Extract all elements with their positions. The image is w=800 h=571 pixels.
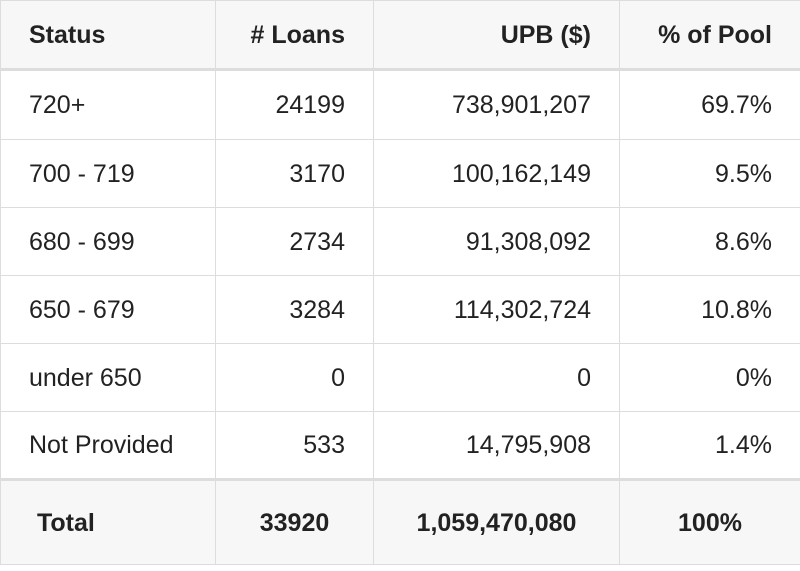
total-loans: 33920 (215, 478, 374, 565)
total-label: Total (0, 478, 216, 565)
cell-status: under 650 (0, 343, 216, 412)
cell-upb: 100,162,149 (373, 139, 620, 208)
cell-pct-pool: 0% (619, 343, 800, 412)
total-row: Total 33920 1,059,470,080 100% (0, 478, 800, 565)
header-row: Status # Loans UPB ($) % of Pool (0, 0, 800, 71)
cell-upb: 0 (373, 343, 620, 412)
cell-status: 680 - 699 (0, 207, 216, 276)
table-row: 720+ 24199 738,901,207 69.7% (0, 69, 800, 140)
table-row: 650 - 679 3284 114,302,724 10.8% (0, 275, 800, 344)
total-upb: 1,059,470,080 (373, 478, 620, 565)
header-loans: # Loans (215, 0, 374, 71)
cell-upb: 114,302,724 (373, 275, 620, 344)
cell-loans: 24199 (215, 69, 374, 140)
header-pct-pool: % of Pool (619, 0, 800, 71)
cell-loans: 3284 (215, 275, 374, 344)
total-pct-pool: 100% (619, 478, 800, 565)
cell-pct-pool: 9.5% (619, 139, 800, 208)
cell-upb: 14,795,908 (373, 411, 620, 480)
cell-upb: 91,308,092 (373, 207, 620, 276)
cell-loans: 2734 (215, 207, 374, 276)
cell-loans: 0 (215, 343, 374, 412)
cell-loans: 533 (215, 411, 374, 480)
cell-pct-pool: 8.6% (619, 207, 800, 276)
table-row: 680 - 699 2734 91,308,092 8.6% (0, 207, 800, 276)
cell-loans: 3170 (215, 139, 374, 208)
table-body: 720+ 24199 738,901,207 69.7% 700 - 719 3… (0, 69, 800, 480)
table-footer: Total 33920 1,059,470,080 100% (0, 478, 800, 565)
cell-status: 720+ (0, 69, 216, 140)
cell-status: Not Provided (0, 411, 216, 480)
header-upb: UPB ($) (373, 0, 620, 71)
cell-upb: 738,901,207 (373, 69, 620, 140)
table-row: Not Provided 533 14,795,908 1.4% (0, 411, 800, 480)
cell-pct-pool: 69.7% (619, 69, 800, 140)
cell-status: 700 - 719 (0, 139, 216, 208)
table-header: Status # Loans UPB ($) % of Pool (0, 0, 800, 71)
cell-pct-pool: 10.8% (619, 275, 800, 344)
header-status: Status (0, 0, 216, 71)
table-row: under 650 0 0 0% (0, 343, 800, 412)
table-row: 700 - 719 3170 100,162,149 9.5% (0, 139, 800, 208)
cell-pct-pool: 1.4% (619, 411, 800, 480)
cell-status: 650 - 679 (0, 275, 216, 344)
